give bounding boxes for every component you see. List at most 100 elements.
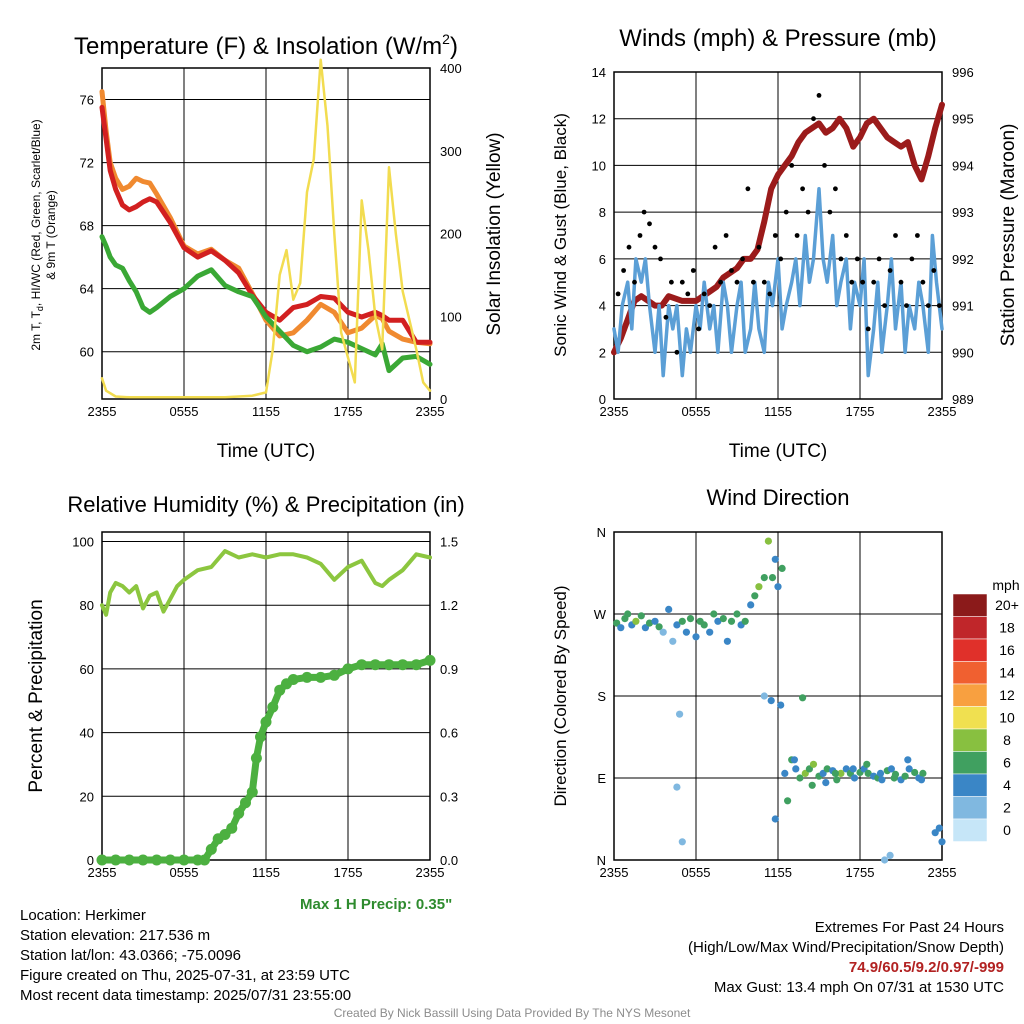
gust-point: [789, 163, 795, 168]
y2-tick-label: 1.2: [440, 598, 458, 613]
direction-point: [911, 768, 919, 777]
precip-point: [199, 854, 210, 866]
legend-title: mph: [992, 577, 1019, 593]
direction-point: [706, 628, 714, 636]
direction-point: [931, 829, 939, 837]
direction-point: [751, 592, 759, 600]
direction-point: [878, 776, 886, 784]
y-tick-label: N: [597, 525, 606, 540]
direction-point: [733, 610, 741, 618]
direction-point: [719, 615, 727, 623]
y2-tick-label: 0.6: [440, 726, 458, 741]
precip-point: [226, 822, 238, 834]
direction-point: [673, 621, 681, 629]
ylabel-subscript: d: [35, 306, 45, 311]
gust-point: [854, 256, 860, 262]
direction-point: [768, 574, 777, 582]
legend-label: 20+: [995, 597, 1019, 613]
y2-tick-label: 100: [440, 309, 462, 324]
gust-point: [761, 279, 767, 285]
y2-tick-label: 995: [952, 112, 974, 127]
gust-point: [696, 326, 702, 332]
gust-point: [827, 209, 833, 215]
x-tick-label: 2355: [88, 404, 117, 419]
y-tick-label: 72: [80, 156, 94, 171]
gust-point: [632, 279, 637, 285]
gust-point: [637, 233, 643, 238]
legend-swatch: [952, 661, 988, 685]
gust-point: [701, 291, 707, 297]
y-tick-label: 2: [599, 345, 606, 360]
precip-point: [178, 854, 190, 866]
direction-point: [632, 617, 640, 625]
x-tick-label: 0555: [170, 404, 199, 419]
chart-title: Temperature (F) & Insolation (W/m2): [74, 31, 458, 60]
x-axis-label: Time (UTC): [729, 441, 828, 462]
gust-point: [663, 314, 669, 320]
gust-point: [925, 303, 931, 308]
legend-label: 0: [1003, 822, 1011, 838]
direction-point: [886, 851, 894, 860]
gust-point: [887, 268, 893, 273]
gust-point: [909, 256, 915, 262]
y-tick-label: E: [597, 771, 606, 786]
gust-point: [707, 303, 713, 308]
x-tick-label: 1755: [334, 865, 363, 880]
gust-point: [690, 268, 696, 273]
y-axis-label-line2: & 9m T (Orange): [44, 190, 58, 280]
gust-point: [849, 279, 855, 285]
direction-point: [784, 797, 792, 805]
direction-point: [876, 769, 885, 778]
gust-point: [931, 268, 937, 273]
y-tick-label: 14: [592, 65, 606, 80]
direction-point: [645, 619, 654, 627]
gust-point: [865, 326, 871, 332]
direction-point: [849, 765, 857, 773]
created-text: Figure created on Thu, 2025-07-31, at 23…: [20, 967, 350, 984]
legend-swatch: [952, 751, 988, 775]
series-line-solar: [100, 58, 432, 399]
direction-point: [755, 583, 763, 591]
direction-point: [887, 765, 896, 773]
legend-label: 6: [1003, 755, 1011, 771]
gust-point: [805, 209, 811, 215]
y-tick-label: N: [597, 853, 606, 868]
gust-point: [674, 349, 680, 355]
y-tick-label: 12: [592, 112, 606, 127]
y2-tick-label: 992: [952, 252, 974, 267]
x-tick-label: 2355: [928, 865, 957, 880]
y-tick-label: 60: [80, 345, 94, 360]
direction-point: [669, 637, 677, 645]
precip-point: [137, 854, 149, 866]
x-tick-label: 2355: [928, 404, 957, 419]
legend-swatch: [952, 728, 988, 752]
direction-point: [714, 617, 722, 625]
gust-point: [647, 221, 652, 227]
gust-point: [734, 279, 740, 285]
extremes-title: Extremes For Past 24 Hours: [814, 919, 1004, 936]
gust-point: [838, 256, 844, 262]
x-tick-label: 1755: [334, 404, 363, 419]
series-line-wind: [612, 187, 944, 378]
precip-point: [260, 716, 272, 728]
direction-point: [741, 617, 749, 625]
legend-swatch: [952, 593, 988, 617]
y-tick-label: 64: [80, 282, 94, 297]
y-tick-label: W: [594, 607, 607, 622]
gust-point: [745, 186, 751, 192]
gust-point: [915, 233, 920, 238]
gust-point: [833, 186, 838, 192]
legend-swatch: [952, 616, 988, 640]
y2-tick-label: 0.9: [440, 662, 458, 677]
gust-point: [615, 291, 621, 297]
y2-tick-label: 400: [440, 61, 462, 76]
series-line-dew: [99, 234, 433, 374]
direction-point: [850, 774, 859, 782]
precip-point: [383, 659, 395, 671]
y2-tick-label: 200: [440, 227, 462, 242]
precip-point: [123, 854, 135, 866]
direction-point: [760, 574, 768, 582]
gust-point: [740, 256, 745, 262]
direction-point: [678, 617, 686, 625]
legend-label: 18: [999, 620, 1015, 636]
